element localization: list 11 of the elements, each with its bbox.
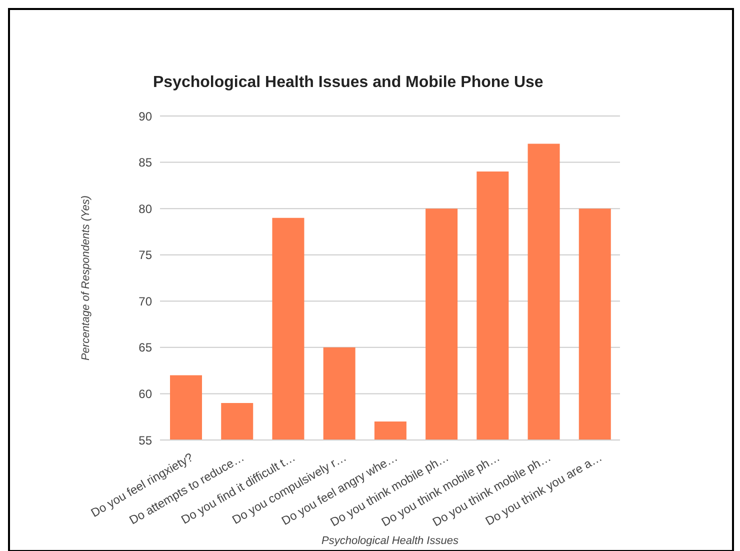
y-tick-label: 75 <box>138 248 152 262</box>
y-tick-label: 65 <box>138 340 152 355</box>
y-tick-label: 80 <box>138 202 152 216</box>
chart-title: Psychological Health Issues and Mobile Phone Use <box>153 74 544 91</box>
y-tick-label: 85 <box>138 156 152 170</box>
y-tick-label: 70 <box>138 294 152 308</box>
y-tick-label: 90 <box>138 109 152 124</box>
y-tick-label: 55 <box>138 433 152 448</box>
y-axis-title: Percentage of Respondents (Yes) <box>80 195 92 361</box>
y-tick-label: 60 <box>138 386 152 401</box>
x-axis-title: Psychological Health Issues <box>322 535 459 547</box>
